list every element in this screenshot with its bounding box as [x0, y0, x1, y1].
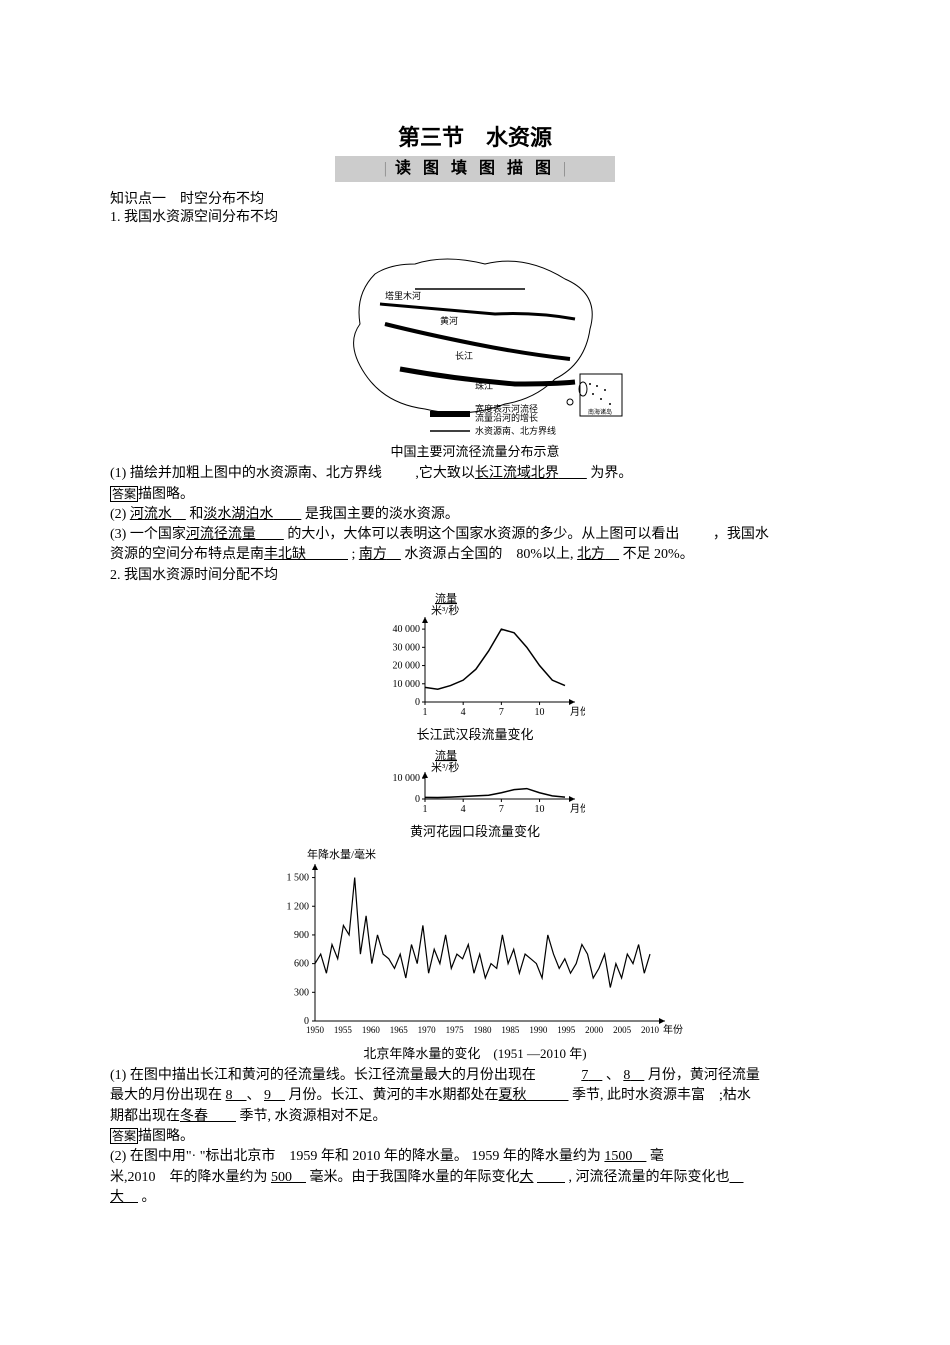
chart2-svg: 流量米³/秒 10 000 01 4 7 10 月份: [365, 749, 585, 819]
svg-text:7: 7: [499, 707, 504, 718]
svg-text:1955: 1955: [334, 1025, 353, 1035]
chart3-caption: 北京年降水量的变化 (1951 ―2010 年): [110, 1043, 840, 1062]
svg-text:月份: 月份: [570, 803, 585, 815]
svg-text:10: 10: [535, 707, 545, 718]
svg-text:1 500: 1 500: [287, 873, 310, 884]
svg-text:2010: 2010: [641, 1025, 660, 1035]
q1-2: (2) 河流水 和淡水湖泊水 是我国主要的淡水资源。: [110, 505, 840, 525]
svg-text:4: 4: [461, 804, 466, 815]
svg-text:1: 1: [423, 707, 428, 718]
svg-text:7: 7: [499, 804, 504, 815]
svg-text:月份: 月份: [570, 706, 585, 718]
q2-2: (2) 在图中用"· "标出北京市 1959 年和 2010 年的降水量。 19…: [110, 1147, 840, 1167]
svg-text:水资源南、北方界线: 水资源南、北方界线: [475, 425, 556, 436]
svg-text:1965: 1965: [390, 1025, 409, 1035]
svg-text:米³/秒: 米³/秒: [431, 603, 459, 617]
svg-text:900: 900: [294, 930, 309, 941]
svg-text:1980: 1980: [474, 1025, 493, 1035]
heading-1: 1. 我国水资源空间分布不均: [110, 208, 840, 228]
page: 第三节 水资源 | 读 图 填 图 描 图 | 知识点一 时空分布不均 1. 我…: [0, 0, 950, 1248]
svg-text:1: 1: [423, 804, 428, 815]
svg-text:长江: 长江: [455, 350, 473, 361]
svg-text:10: 10: [535, 804, 545, 815]
chart2-caption: 黄河花园口段流量变化: [110, 821, 840, 840]
svg-text:1960: 1960: [362, 1025, 381, 1035]
svg-text:1990: 1990: [529, 1025, 548, 1035]
svg-text:20 000: 20 000: [393, 661, 421, 672]
section-title: 第三节 水资源: [110, 120, 840, 152]
heading-2: 2. 我国水资源时间分配不均: [110, 566, 840, 586]
svg-text:南海诸岛: 南海诸岛: [588, 408, 612, 416]
svg-text:0: 0: [415, 697, 420, 708]
figure-map: 南海诸岛 宽度表示河流径 流量沿河的增长 水资源南、北方界线 塔里木河 黄河 长…: [110, 234, 840, 439]
svg-text:600: 600: [294, 959, 309, 970]
svg-text:黄河: 黄河: [440, 315, 458, 326]
svg-text:1975: 1975: [446, 1025, 465, 1035]
q2-1: (1) 在图中描出长江和黄河的径流量线。长江径流量最大的月份出现在 7 、 8 …: [110, 1066, 840, 1086]
svg-text:300: 300: [294, 987, 309, 998]
knowledge-point-1: 知识点一 时空分布不均: [110, 188, 840, 208]
svg-text:1950: 1950: [306, 1025, 325, 1035]
svg-text:4: 4: [461, 707, 466, 718]
svg-text:10 000: 10 000: [393, 679, 421, 690]
q1-3: (3) 一个国家河流径流量 的大小，大体可以表明这个国家水资源的多少。从上图可以…: [110, 525, 840, 545]
q1-1: (1) 描绘并加粗上图中的水资源南、北方界线 ,它大致以长江流域北界 为界。: [110, 464, 840, 484]
chart3-svg: 年降水量/毫米1 5001 20090060030001950195519601…: [265, 846, 685, 1041]
china-map-svg: 南海诸岛 宽度表示河流径 流量沿河的增长 水资源南、北方界线 塔里木河 黄河 长…: [325, 234, 625, 439]
figure-chart2: 流量米³/秒 10 000 01 4 7 10 月份: [110, 749, 840, 819]
svg-text:塔里木河: 塔里木河: [385, 290, 421, 301]
banner: | 读 图 填 图 描 图 |: [335, 156, 615, 182]
chart1-caption: 长江武汉段流量变化: [110, 724, 840, 743]
svg-text:2000: 2000: [585, 1025, 604, 1035]
figure-chart3: 年降水量/毫米1 5001 20090060030001950195519601…: [110, 846, 840, 1041]
svg-text:年降水量/毫米: 年降水量/毫米: [307, 847, 376, 861]
svg-text:10 000: 10 000: [393, 773, 421, 784]
answer-label: 答案: [110, 486, 138, 502]
svg-text:流量沿河的增长: 流量沿河的增长: [475, 412, 538, 423]
svg-text:年份: 年份: [663, 1023, 683, 1036]
svg-text:珠江: 珠江: [475, 380, 493, 391]
svg-text:1970: 1970: [418, 1025, 437, 1035]
figure-chart1: 流量米³/秒 40 000 30 000 20 000 10 000 01 4 7 10 月份: [110, 592, 840, 722]
svg-text:2005: 2005: [613, 1025, 632, 1035]
svg-text:米³/秒: 米³/秒: [431, 760, 459, 774]
chart1-svg: 流量米³/秒 40 000 30 000 20 000 10 000 01 4 7 10 月份: [365, 592, 585, 722]
svg-text:40 000: 40 000: [393, 624, 421, 635]
answer-1: 答案描图略。: [110, 485, 840, 505]
svg-text:1995: 1995: [557, 1025, 576, 1035]
svg-text:流量: 流量: [435, 749, 457, 762]
svg-text:1985: 1985: [501, 1025, 519, 1035]
answer-2: 答案描图略。: [110, 1127, 840, 1147]
svg-text:流量: 流量: [435, 592, 457, 605]
svg-text:30 000: 30 000: [393, 642, 421, 653]
map-caption: 中国主要河流径流量分布示意: [110, 441, 840, 460]
svg-text:0: 0: [415, 794, 420, 805]
svg-text:1 200: 1 200: [287, 901, 310, 912]
